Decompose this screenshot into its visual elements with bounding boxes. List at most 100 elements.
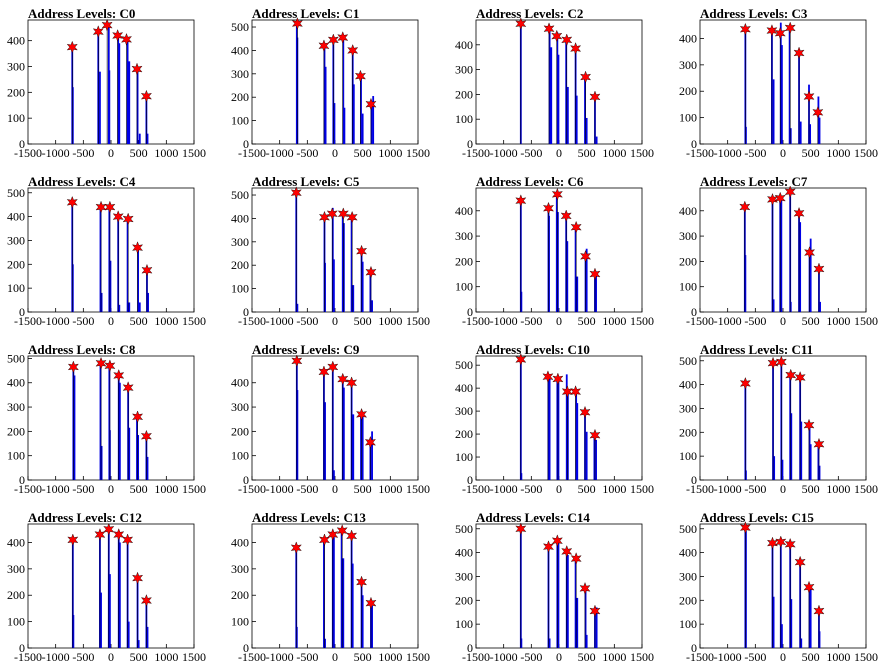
y-tick-label: 400 (455, 381, 473, 395)
x-tick-label: 1500 (854, 650, 878, 664)
bar (72, 615, 75, 648)
chart-svg: 0 100 200 300 400 500 -1500 -1000 -500 0 500 1000 15… (455, 353, 654, 496)
bar (790, 599, 793, 648)
x-tick-label: -1500 (14, 314, 42, 328)
peak-marker (775, 535, 787, 549)
peak-marker (589, 428, 601, 442)
y-tick-label: 100 (231, 615, 249, 629)
bar (781, 459, 784, 480)
bar (350, 218, 353, 312)
peak-marker (774, 26, 786, 40)
bar (772, 299, 775, 312)
x-tick-label: 1000 (378, 146, 402, 160)
chart-svg: 0 100 200 300 400 500 -1500 -1000 -500 0 500 1000 15… (7, 186, 206, 328)
x-tick-label: -1000 (490, 146, 518, 160)
bar (566, 555, 569, 648)
peak-marker (318, 39, 330, 53)
peak-marker (336, 524, 348, 537)
peak-marker (365, 97, 377, 111)
chart-svg: 0 100 200 300 400 500 -1500 -1000 -500 0 500 1000 15… (231, 186, 430, 328)
chart-svg: 0 100 200 300 400 -1500 -1000 -500 0 500 1000 1500 (231, 354, 430, 496)
peak-marker (103, 522, 115, 536)
x-tick-label: -1500 (462, 146, 490, 160)
bar (566, 390, 569, 480)
y-tick-label: 100 (679, 449, 697, 463)
y-tick-label: 300 (231, 400, 249, 414)
peak-marker (122, 212, 134, 226)
peak-marker (122, 533, 134, 547)
bar (332, 470, 335, 480)
y-tick-label: 400 (679, 204, 697, 218)
x-tick-label: -500 (520, 146, 542, 160)
peak-marker (356, 407, 368, 421)
bar (324, 66, 327, 144)
x-tick-label: -1000 (42, 314, 70, 328)
x-tick-label: -1500 (14, 146, 42, 160)
bar (100, 445, 103, 480)
x-tick-label: 0 (108, 146, 114, 160)
bar (352, 414, 355, 480)
bar (548, 638, 551, 648)
bar (342, 37, 345, 145)
x-tick-label: -500 (744, 146, 766, 160)
y-tick-label: 300 (455, 229, 473, 243)
peak-marker (579, 581, 591, 595)
peak-marker (766, 24, 778, 37)
x-tick-label: 500 (802, 146, 820, 160)
y-tick-label: 0 (467, 137, 473, 151)
peak-marker (347, 44, 359, 57)
x-tick-label: -1500 (238, 482, 266, 496)
chart-panel: Address Levels: C12 0 100 200 300 400 -1500 -10… (0, 504, 224, 672)
bar (593, 435, 596, 480)
chart-title: Address Levels: C14 (476, 510, 590, 525)
bar (372, 96, 375, 144)
x-tick-label: -500 (296, 650, 318, 664)
chart-panel: Address Levels: C6 0 100 200 300 400 -1500 -100… (448, 168, 672, 336)
y-tick-label: 300 (455, 404, 473, 418)
y-tick-label: 100 (455, 280, 473, 294)
peak-marker (542, 370, 554, 384)
peak-marker (356, 244, 368, 258)
x-tick-label: -500 (744, 314, 766, 328)
peak-marker (318, 533, 331, 547)
plot-frame (699, 187, 867, 313)
x-tick-label: 1500 (406, 482, 430, 496)
peak-marker (543, 22, 555, 36)
x-tick-label: 500 (802, 650, 820, 664)
x-tick-label: -1000 (266, 146, 294, 160)
x-tick-label: -500 (520, 482, 542, 496)
x-tick-label: 1500 (854, 146, 878, 160)
peak-marker (579, 405, 591, 419)
peak-marker (66, 195, 78, 209)
bar (818, 117, 821, 144)
bar (788, 27, 791, 144)
bar (780, 199, 783, 312)
y-tick-label: 200 (231, 90, 249, 104)
peak-marker (327, 528, 339, 541)
x-tick-label: 1000 (826, 482, 850, 496)
bar (799, 222, 802, 312)
x-tick-label: 500 (354, 146, 372, 160)
peak-marker (327, 360, 339, 374)
bar (565, 374, 568, 480)
peak-marker (804, 246, 816, 259)
chart-title: Address Levels: C4 (28, 174, 136, 189)
peak-marker (542, 201, 555, 215)
bar (556, 377, 559, 480)
x-tick-label: -1500 (686, 650, 714, 664)
x-tick-label: 0 (556, 314, 562, 328)
peak-marker (793, 206, 805, 220)
x-tick-label: 0 (556, 650, 562, 664)
x-tick-label: -1500 (686, 146, 714, 160)
bar (818, 631, 821, 648)
y-tick-label: 0 (691, 473, 697, 487)
bar (556, 32, 559, 144)
bar (809, 238, 812, 312)
bar (585, 117, 588, 144)
y-tick-label: 400 (7, 34, 25, 48)
bar (352, 84, 355, 144)
y-tick-label: 300 (7, 60, 25, 74)
bar (809, 589, 812, 648)
bar (341, 212, 344, 312)
x-tick-label: 500 (578, 650, 596, 664)
